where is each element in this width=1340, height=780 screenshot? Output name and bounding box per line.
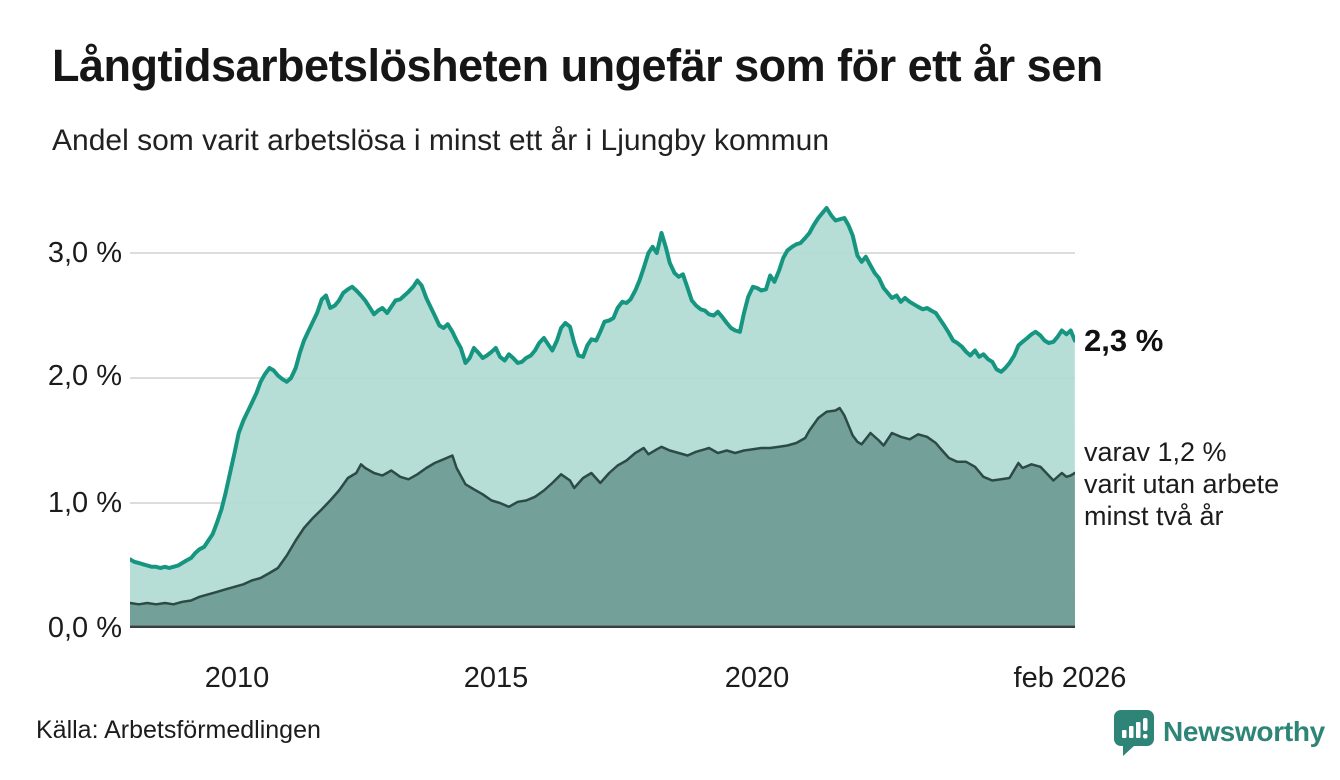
y-axis-tick-2: 2,0 %: [47, 360, 122, 392]
x-axis-tick-2020: 2020: [724, 662, 790, 694]
x-axis-tick-feb-2026: feb 2026: [1013, 662, 1127, 694]
series-end-value-label: 2,3 %: [1084, 323, 1164, 358]
plot-area: [130, 200, 1075, 628]
series-annotation-line-2: varit utan arbete: [1084, 469, 1280, 499]
source-note: Källa: Arbetsförmedlingen: [36, 716, 321, 744]
series-annotation-line-3: minst två år: [1084, 501, 1224, 531]
brand-wordmark: Newsworthy: [1163, 716, 1325, 747]
page-title: Långtidsarbetslösheten ungefär som för e…: [52, 40, 1103, 91]
series-annotation-line-1: varav 1,2 %: [1084, 437, 1227, 467]
x-axis-tick-2015: 2015: [463, 662, 529, 694]
y-axis-tick-1: 1,0 %: [47, 487, 122, 519]
series-annotation: varav 1,2 % varit utan arbete minst två …: [1084, 436, 1279, 532]
x-axis-tick-2010: 2010: [204, 662, 270, 694]
newsworthy-bubble-chart-icon: [1114, 709, 1154, 756]
newsworthy-logo: Newsworthy: [1113, 708, 1325, 756]
area-chart: [130, 206, 1075, 628]
y-axis-tick-0: 0,0 %: [47, 612, 122, 644]
page-subtitle: Andel som varit arbetslösa i minst ett å…: [52, 124, 829, 157]
y-axis-tick-3: 3,0 %: [47, 237, 122, 269]
